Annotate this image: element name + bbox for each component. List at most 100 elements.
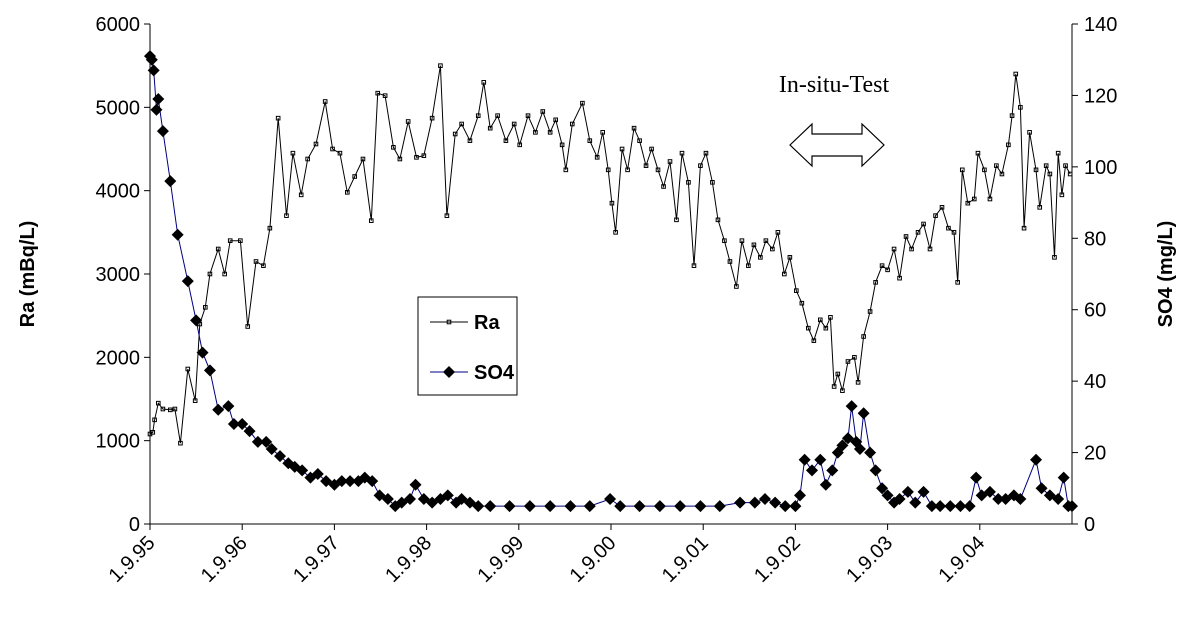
data-point xyxy=(203,364,216,377)
data-point xyxy=(828,315,833,320)
data-point xyxy=(459,121,464,127)
data-point xyxy=(965,200,971,206)
data-point xyxy=(472,500,485,513)
data-point xyxy=(605,167,611,173)
data-point xyxy=(799,300,805,306)
data-point xyxy=(587,138,593,143)
data-point xyxy=(971,196,977,202)
data-point xyxy=(857,407,870,420)
x-tick-label: 1.9.02 xyxy=(750,532,805,587)
series-line xyxy=(149,55,1072,507)
data-point xyxy=(475,113,481,118)
data-point xyxy=(758,493,771,505)
data-point xyxy=(330,146,335,152)
data-point xyxy=(344,475,357,488)
data-point xyxy=(963,500,976,513)
data-point xyxy=(864,446,877,459)
y-tick-label: 1000 xyxy=(96,431,141,453)
data-point xyxy=(1063,163,1068,168)
data-point xyxy=(823,325,829,331)
data-point xyxy=(381,493,394,505)
data-point xyxy=(633,500,646,513)
data-point xyxy=(322,99,328,104)
data-point xyxy=(999,171,1005,177)
data-point xyxy=(290,150,296,156)
data-point xyxy=(758,255,763,260)
data-point xyxy=(145,53,158,66)
legend xyxy=(417,296,518,396)
legend-label: SO4 xyxy=(474,362,515,384)
data-point xyxy=(909,496,922,509)
data-point xyxy=(1059,192,1065,198)
data-point xyxy=(156,125,169,138)
data-point xyxy=(517,142,523,148)
data-point xyxy=(845,400,858,413)
legend-marker xyxy=(443,366,455,378)
data-point xyxy=(653,500,666,513)
data-point xyxy=(236,418,249,430)
data-point xyxy=(375,90,381,96)
y-tick-label: 3000 xyxy=(96,264,141,286)
x-tick-label: 1.9.97 xyxy=(289,532,344,587)
data-point xyxy=(1009,113,1015,118)
data-point xyxy=(267,225,273,231)
data-point xyxy=(631,125,637,131)
data-point xyxy=(337,150,343,156)
data-point xyxy=(360,156,366,162)
data-point xyxy=(1035,482,1048,495)
data-point xyxy=(192,398,198,403)
data-point xyxy=(352,174,357,179)
data-point xyxy=(261,263,266,268)
data-point xyxy=(265,443,278,455)
data-point xyxy=(798,453,811,466)
data-point xyxy=(614,500,627,513)
data-point xyxy=(746,263,751,268)
y2-tick-label: 120 xyxy=(1084,85,1117,107)
data-point xyxy=(643,163,649,168)
legend-label: Ra xyxy=(474,312,500,334)
data-point xyxy=(893,493,906,505)
data-point xyxy=(748,496,761,509)
x-tick-label: 1.9.04 xyxy=(934,532,989,587)
data-point xyxy=(178,440,183,446)
data-point xyxy=(547,130,553,135)
data-point xyxy=(1030,453,1043,466)
data-point xyxy=(722,238,727,243)
data-point xyxy=(251,435,264,448)
data-point xyxy=(1047,171,1053,177)
data-point xyxy=(467,138,473,143)
data-point xyxy=(150,103,163,116)
data-point xyxy=(861,334,866,339)
y-tick-label: 5000 xyxy=(96,97,141,119)
data-point xyxy=(181,275,194,288)
data-point xyxy=(222,400,235,413)
data-point xyxy=(155,400,161,406)
data-point xyxy=(1013,71,1019,77)
data-point xyxy=(227,418,240,430)
data-point xyxy=(794,489,807,502)
data-point xyxy=(1057,471,1070,484)
data-point xyxy=(190,314,203,327)
data-point xyxy=(903,234,909,239)
data-point xyxy=(1021,225,1027,231)
data-point xyxy=(661,184,666,189)
data-point xyxy=(983,485,996,498)
data-point xyxy=(698,163,703,168)
data-point xyxy=(245,324,251,329)
data-point xyxy=(970,471,983,484)
data-point xyxy=(944,500,957,513)
data-point xyxy=(253,259,259,264)
data-point xyxy=(583,500,596,513)
data-point xyxy=(274,450,287,463)
data-point xyxy=(867,309,873,314)
data-point xyxy=(441,489,454,502)
y-tick-label: 4000 xyxy=(96,181,141,203)
data-point xyxy=(1043,163,1049,168)
data-point xyxy=(881,489,894,502)
data-point xyxy=(600,130,606,135)
data-point xyxy=(580,100,585,106)
y2-tick-label: 40 xyxy=(1084,371,1106,393)
data-point xyxy=(915,230,921,235)
y-tick-label: 6000 xyxy=(96,14,141,36)
